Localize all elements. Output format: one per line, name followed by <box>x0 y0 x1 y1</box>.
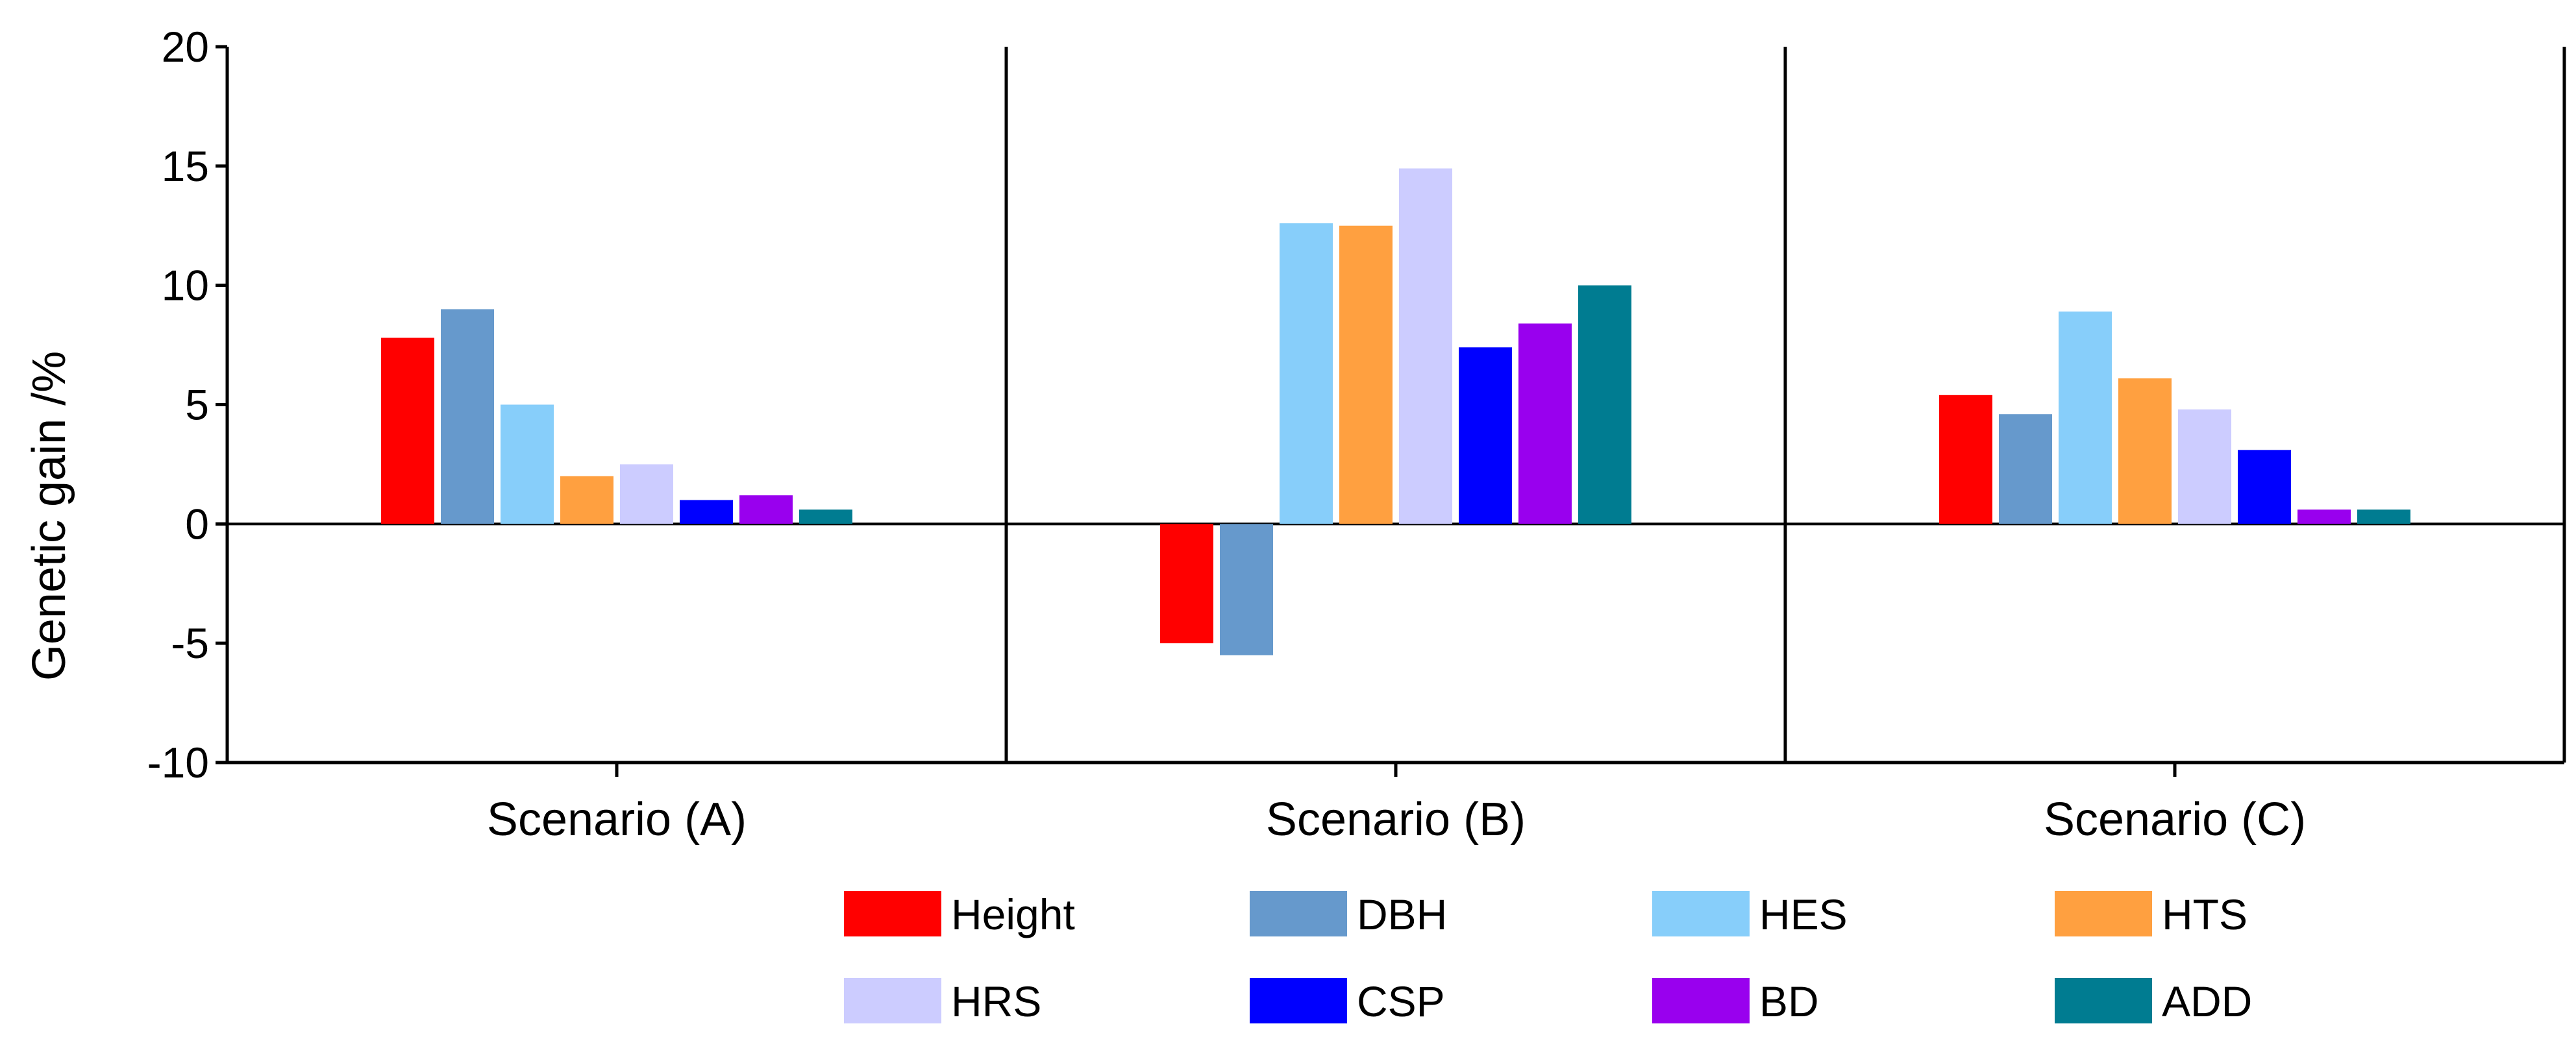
y-tick-label: -10 <box>147 739 209 787</box>
legend-swatch-csp <box>1250 978 1347 1023</box>
bar-height-3 <box>1939 395 1992 524</box>
bar-hts-2 <box>1339 225 1393 524</box>
axes: -10 -5 0 5 10 15 20 Scenario (A) Scenario (B) Sce… <box>147 23 2566 846</box>
legend-label-bd: BD <box>1759 977 1819 1025</box>
bar-hes-3 <box>2059 312 2112 524</box>
legend-swatch-hrs <box>844 978 941 1023</box>
y-tick-label: 15 <box>162 142 209 190</box>
legend-label-hrs: HRS <box>951 977 1041 1025</box>
bar-add-3 <box>2357 509 2410 524</box>
legend-swatch-dbh <box>1250 891 1347 936</box>
bar-hrs-3 <box>2178 409 2231 524</box>
legend-label-hts: HTS <box>2162 890 2248 938</box>
bar-height-1 <box>381 337 434 524</box>
legend-swatch-hes <box>1652 891 1750 936</box>
legend-swatch-bd <box>1652 978 1750 1023</box>
bar-height-2 <box>1160 524 1213 644</box>
legend-label-dbh: DBH <box>1357 890 1447 938</box>
category-label: Scenario (B) <box>1266 794 1526 846</box>
legend-swatch-hts <box>2055 891 2152 936</box>
bar-csp-2 <box>1459 347 1512 524</box>
bar-dbh-1 <box>441 309 494 524</box>
bar-dbh-3 <box>1999 414 2052 524</box>
bar-add-1 <box>799 509 852 524</box>
bar-dbh-2 <box>1220 524 1273 655</box>
y-tick-label: 20 <box>162 23 209 71</box>
legend-label-add: ADD <box>2162 977 2252 1025</box>
category-label: Scenario (A) <box>487 794 747 846</box>
category-label: Scenario (C) <box>2044 794 2306 846</box>
y-tick-label: 10 <box>162 262 209 310</box>
legend-label-height: Height <box>951 890 1075 938</box>
y-tick-label: -5 <box>171 619 209 667</box>
y-axis-label: Genetic gain /% <box>23 351 75 681</box>
bar-bd-2 <box>1518 323 1572 524</box>
bar-hes-2 <box>1280 223 1333 524</box>
plot-frame <box>227 47 2564 763</box>
bar-hts-3 <box>2118 378 2172 524</box>
legend-swatch-add <box>2055 978 2152 1023</box>
bar-hts-1 <box>560 476 613 524</box>
bar-hrs-1 <box>620 464 673 524</box>
bar-bd-1 <box>739 495 793 524</box>
y-tick-label: 0 <box>185 500 209 548</box>
legend: Height DBH HES HTS HRS CSP BD ADD <box>844 890 2252 1025</box>
bars <box>381 168 2410 655</box>
legend-label-csp: CSP <box>1357 977 1445 1025</box>
legend-label-hes: HES <box>1759 890 1848 938</box>
bar-csp-1 <box>680 500 733 524</box>
legend-swatch-height <box>844 891 941 936</box>
y-tick-label: 5 <box>185 381 209 429</box>
bar-bd-3 <box>2297 509 2351 524</box>
bar-csp-3 <box>2238 450 2291 524</box>
bar-add-2 <box>1578 285 1631 524</box>
bar-hrs-2 <box>1399 168 1452 524</box>
bar-hes-1 <box>501 404 554 524</box>
